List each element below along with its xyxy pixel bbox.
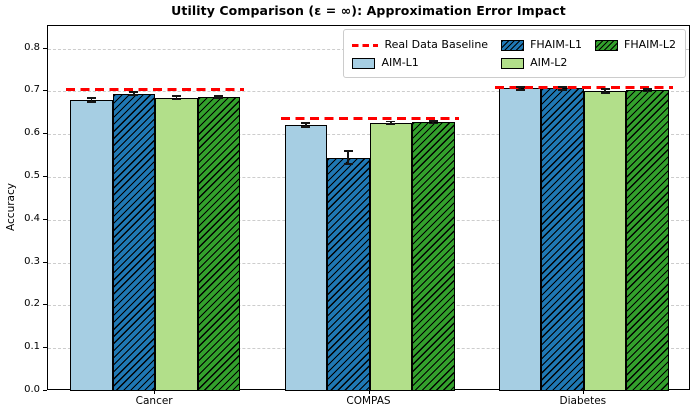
error-bar-line	[519, 87, 521, 90]
error-bar-line	[347, 151, 350, 165]
bar-fhaim-l2-compas	[412, 122, 455, 391]
x-tick-mark	[582, 390, 584, 394]
error-bar-cap-top	[600, 88, 610, 91]
error-bar-cap-top	[214, 94, 224, 97]
gridline	[48, 134, 689, 136]
legend-item-aim-l1: AIM-L1	[352, 57, 488, 69]
error-bar-cap-bottom	[301, 126, 311, 128]
legend-item-fhaim-l1: FHAIM-L1	[501, 39, 582, 51]
x-tick-mark	[154, 390, 156, 394]
error-bar-cap-bottom	[600, 91, 610, 94]
legend-item-aim-l2: AIM-L2	[501, 57, 582, 69]
bar-fhaim-l2-diabetes	[626, 90, 669, 391]
x-tick-mark	[368, 390, 370, 394]
error-bar-cap-top	[428, 120, 438, 122]
error-bar-cap-top	[301, 121, 311, 124]
error-bar-line	[218, 95, 220, 99]
legend-label: FHAIM-L2	[624, 38, 676, 51]
error-bar-cap-bottom	[86, 100, 96, 103]
y-tick-mark	[43, 261, 47, 263]
error-bar-cap-top	[558, 86, 568, 89]
error-bar-cap-top	[129, 90, 139, 93]
bar-aim-l1-compas	[284, 124, 327, 391]
legend-item-real-data-baseline: Real Data Baseline	[352, 39, 488, 51]
legend-label: AIM-L1	[381, 56, 419, 69]
bar-aim-l1-cancer	[70, 100, 113, 391]
error-bar-cap-top	[86, 97, 96, 100]
y-tick-label: 0.2	[24, 298, 40, 310]
error-bar-cap-bottom	[129, 94, 139, 97]
legend: Real Data Baseline AIM-L1 FHAIM-L1 AIM-L2 FH…	[343, 29, 686, 78]
y-tick-mark	[43, 347, 47, 349]
bar-aim-l2-compas	[369, 122, 412, 391]
error-bar-cap-bottom	[428, 122, 438, 125]
x-tick-label-diabetes: Diabetes	[559, 395, 607, 407]
bar-aim-l2-cancer	[155, 97, 198, 391]
legend-swatch-fhaim-l1	[501, 39, 525, 51]
y-tick-label: 0.1	[24, 341, 40, 353]
y-tick-label: 0.7	[24, 84, 40, 96]
y-tick-mark	[43, 133, 47, 135]
y-tick-label: 0.5	[24, 170, 40, 182]
y-tick-label: 0.3	[24, 255, 40, 267]
legend-label: Real Data Baseline	[384, 38, 489, 51]
error-bar-line	[604, 89, 606, 93]
bar-aim-l1-diabetes	[498, 88, 542, 391]
bar-fhaim-l1-cancer	[112, 93, 156, 391]
error-bar-cap-bottom	[214, 97, 224, 100]
error-bar-cap-top	[515, 86, 525, 89]
error-bar-cap-top	[171, 95, 181, 98]
error-bar-line	[90, 98, 93, 102]
x-tick-label-compas: COMPAS	[346, 395, 391, 407]
y-tick-mark	[43, 218, 47, 220]
y-tick-label: 0.8	[24, 41, 40, 53]
baseline-segment-compas	[280, 117, 459, 121]
error-bar-line	[432, 120, 435, 124]
y-tick-mark	[43, 304, 47, 306]
baseline-segment-diabetes	[494, 85, 673, 89]
error-bar-cap-top	[386, 120, 396, 123]
legend-item-fhaim-l2: FHAIM-L2	[595, 39, 676, 51]
error-bar-cap-bottom	[515, 88, 525, 91]
legend-swatch-aim-l1	[352, 57, 376, 69]
y-tick-label: 0.4	[24, 212, 40, 224]
plot-area: Real Data Baseline AIM-L1 FHAIM-L1 AIM-L2 FH…	[47, 25, 690, 391]
error-bar-cap-top	[643, 88, 653, 90]
legend-swatch-fhaim-l2	[595, 39, 619, 51]
legend-label: FHAIM-L1	[530, 38, 583, 51]
chart-title: Utility Comparison (ε = ∞): Approximatio…	[171, 3, 566, 18]
baseline-segment-cancer	[66, 87, 245, 91]
bar-fhaim-l2-cancer	[197, 97, 241, 391]
error-bar-line	[389, 121, 392, 124]
error-bar-line	[646, 88, 649, 92]
y-tick-mark	[43, 47, 47, 49]
error-bar-cap-bottom	[643, 90, 653, 93]
y-tick-mark	[43, 390, 47, 391]
y-tick-label: 0.6	[24, 127, 40, 139]
dashed-line-swatch	[352, 43, 379, 47]
x-tick-label-cancer: Cancer	[135, 395, 173, 407]
y-tick-mark	[43, 176, 47, 178]
legend-label: AIM-L2	[530, 56, 568, 69]
bar-fhaim-l1-compas	[327, 157, 370, 391]
error-bar-cap-top	[343, 150, 353, 153]
error-bar-line	[133, 91, 135, 96]
bar-aim-l2-diabetes	[583, 91, 627, 391]
error-bar-cap-bottom	[386, 123, 396, 125]
bar-fhaim-l1-diabetes	[541, 88, 584, 391]
legend-swatch-aim-l2	[501, 57, 525, 69]
error-bar-cap-bottom	[343, 163, 353, 166]
error-bar-line	[304, 122, 307, 127]
y-tick-label: 0.0	[24, 384, 40, 395]
error-bar-line	[561, 87, 564, 90]
error-bar-cap-bottom	[171, 98, 181, 101]
gridline	[48, 91, 689, 93]
error-bar-cap-bottom	[558, 88, 568, 91]
error-bar-line	[175, 96, 178, 100]
y-tick-mark	[43, 90, 47, 92]
